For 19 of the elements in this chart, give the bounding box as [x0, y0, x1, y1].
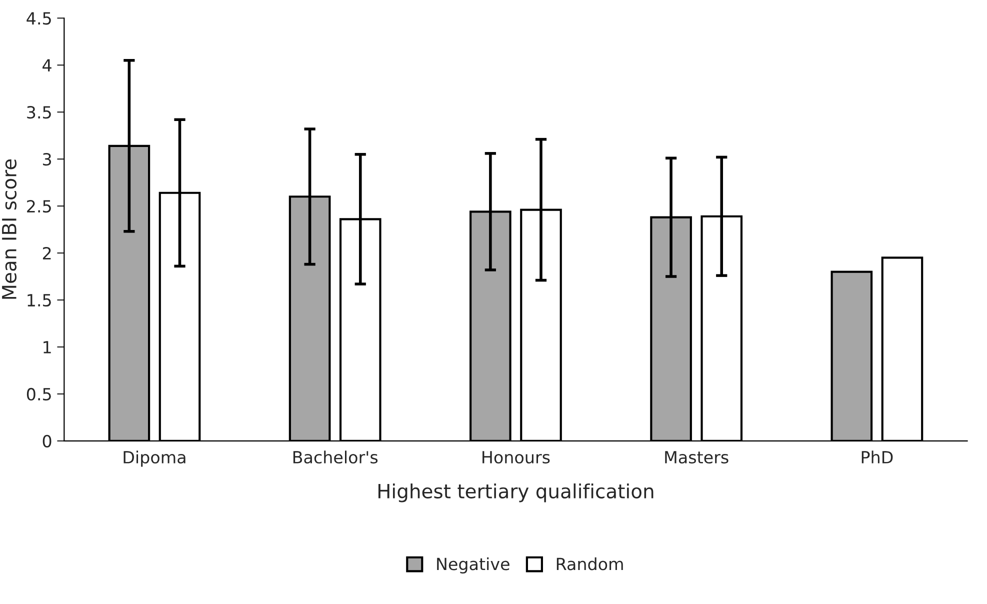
y-tick-label: 3.5 — [27, 106, 51, 119]
y-tick-label: 1 — [44, 341, 51, 354]
x-tick-label: Bachelor's — [293, 450, 378, 464]
y-tick-label: 2.5 — [27, 200, 51, 213]
y-tick-label: 2 — [42, 246, 51, 260]
y-tick-label: 3 — [43, 153, 52, 166]
y-tick-label: 0.5 — [26, 388, 51, 401]
x-tick-label: Masters — [665, 451, 728, 464]
legend-label: Negative — [437, 557, 510, 574]
y-axis-title: Mean IBI score — [2, 159, 17, 299]
x-tick-label: Dipoma — [124, 450, 186, 467]
x-tick-label: Honours — [482, 451, 550, 464]
x-axis-title: Highest tertiary qualification — [378, 483, 654, 502]
legend-label: Random — [556, 557, 623, 570]
y-tick-label: 1.5 — [28, 294, 51, 307]
y-tick-label: 4.5 — [26, 12, 51, 25]
y-tick-label: 0 — [42, 434, 52, 448]
x-tick-label: PhD — [862, 450, 893, 464]
y-tick-label: 4 — [42, 59, 52, 72]
